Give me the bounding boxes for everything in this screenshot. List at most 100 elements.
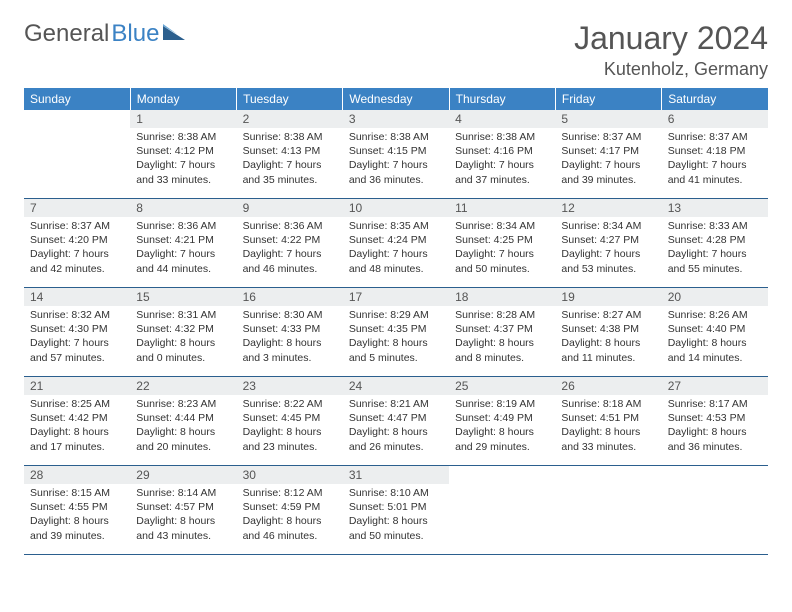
calendar-cell: 27Sunrise: 8:17 AMSunset: 4:53 PMDayligh…	[662, 377, 768, 466]
calendar-cell: 11Sunrise: 8:34 AMSunset: 4:25 PMDayligh…	[449, 199, 555, 288]
calendar-cell: 30Sunrise: 8:12 AMSunset: 4:59 PMDayligh…	[237, 466, 343, 555]
day-details: Sunrise: 8:28 AMSunset: 4:37 PMDaylight:…	[449, 306, 555, 369]
day-details: Sunrise: 8:10 AMSunset: 5:01 PMDaylight:…	[343, 484, 449, 547]
logo-text-2: Blue	[111, 20, 159, 48]
day-details: Sunrise: 8:26 AMSunset: 4:40 PMDaylight:…	[662, 306, 768, 369]
calendar-cell	[449, 466, 555, 555]
day-details: Sunrise: 8:33 AMSunset: 4:28 PMDaylight:…	[662, 217, 768, 280]
day-number: 8	[130, 199, 236, 217]
day-number: 5	[555, 110, 661, 128]
calendar-cell: 29Sunrise: 8:14 AMSunset: 4:57 PMDayligh…	[130, 466, 236, 555]
calendar-cell: 15Sunrise: 8:31 AMSunset: 4:32 PMDayligh…	[130, 288, 236, 377]
day-details: Sunrise: 8:21 AMSunset: 4:47 PMDaylight:…	[343, 395, 449, 458]
calendar-header-row: SundayMondayTuesdayWednesdayThursdayFrid…	[24, 88, 768, 110]
day-number: 10	[343, 199, 449, 217]
day-number: 7	[24, 199, 130, 217]
calendar-week-row: 14Sunrise: 8:32 AMSunset: 4:30 PMDayligh…	[24, 288, 768, 377]
calendar-cell: 10Sunrise: 8:35 AMSunset: 4:24 PMDayligh…	[343, 199, 449, 288]
day-number: 24	[343, 377, 449, 395]
day-number: 3	[343, 110, 449, 128]
day-details: Sunrise: 8:25 AMSunset: 4:42 PMDaylight:…	[24, 395, 130, 458]
day-details: Sunrise: 8:19 AMSunset: 4:49 PMDaylight:…	[449, 395, 555, 458]
day-details: Sunrise: 8:17 AMSunset: 4:53 PMDaylight:…	[662, 395, 768, 458]
day-details: Sunrise: 8:37 AMSunset: 4:17 PMDaylight:…	[555, 128, 661, 191]
calendar-cell: 6Sunrise: 8:37 AMSunset: 4:18 PMDaylight…	[662, 110, 768, 199]
weekday-header: Friday	[555, 88, 661, 110]
day-number: 31	[343, 466, 449, 484]
day-details: Sunrise: 8:18 AMSunset: 4:51 PMDaylight:…	[555, 395, 661, 458]
day-details: Sunrise: 8:37 AMSunset: 4:20 PMDaylight:…	[24, 217, 130, 280]
location-label: Kutenholz, Germany	[574, 59, 768, 80]
calendar-cell: 7Sunrise: 8:37 AMSunset: 4:20 PMDaylight…	[24, 199, 130, 288]
day-details: Sunrise: 8:38 AMSunset: 4:15 PMDaylight:…	[343, 128, 449, 191]
weekday-header: Tuesday	[237, 88, 343, 110]
calendar-cell: 24Sunrise: 8:21 AMSunset: 4:47 PMDayligh…	[343, 377, 449, 466]
day-details: Sunrise: 8:15 AMSunset: 4:55 PMDaylight:…	[24, 484, 130, 547]
day-number: 29	[130, 466, 236, 484]
day-number: 4	[449, 110, 555, 128]
weekday-header: Thursday	[449, 88, 555, 110]
day-details: Sunrise: 8:30 AMSunset: 4:33 PMDaylight:…	[237, 306, 343, 369]
calendar-cell: 23Sunrise: 8:22 AMSunset: 4:45 PMDayligh…	[237, 377, 343, 466]
calendar-cell: 1Sunrise: 8:38 AMSunset: 4:12 PMDaylight…	[130, 110, 236, 199]
day-number: 13	[662, 199, 768, 217]
day-number: 11	[449, 199, 555, 217]
month-title: January 2024	[574, 20, 768, 57]
day-number: 1	[130, 110, 236, 128]
calendar-cell	[662, 466, 768, 555]
calendar-table: SundayMondayTuesdayWednesdayThursdayFrid…	[24, 88, 768, 555]
day-number: 2	[237, 110, 343, 128]
day-number: 17	[343, 288, 449, 306]
day-number: 21	[24, 377, 130, 395]
day-details: Sunrise: 8:36 AMSunset: 4:21 PMDaylight:…	[130, 217, 236, 280]
day-number: 18	[449, 288, 555, 306]
day-details: Sunrise: 8:12 AMSunset: 4:59 PMDaylight:…	[237, 484, 343, 547]
calendar-cell: 3Sunrise: 8:38 AMSunset: 4:15 PMDaylight…	[343, 110, 449, 199]
calendar-week-row: 21Sunrise: 8:25 AMSunset: 4:42 PMDayligh…	[24, 377, 768, 466]
day-number: 26	[555, 377, 661, 395]
day-details: Sunrise: 8:29 AMSunset: 4:35 PMDaylight:…	[343, 306, 449, 369]
weekday-header: Sunday	[24, 88, 130, 110]
day-number: 28	[24, 466, 130, 484]
calendar-week-row: 1Sunrise: 8:38 AMSunset: 4:12 PMDaylight…	[24, 110, 768, 199]
weekday-header: Monday	[130, 88, 236, 110]
day-number: 12	[555, 199, 661, 217]
day-details: Sunrise: 8:38 AMSunset: 4:12 PMDaylight:…	[130, 128, 236, 191]
day-details: Sunrise: 8:38 AMSunset: 4:16 PMDaylight:…	[449, 128, 555, 191]
day-details: Sunrise: 8:38 AMSunset: 4:13 PMDaylight:…	[237, 128, 343, 191]
day-number: 9	[237, 199, 343, 217]
calendar-cell: 2Sunrise: 8:38 AMSunset: 4:13 PMDaylight…	[237, 110, 343, 199]
day-number: 6	[662, 110, 768, 128]
calendar-cell: 17Sunrise: 8:29 AMSunset: 4:35 PMDayligh…	[343, 288, 449, 377]
day-details: Sunrise: 8:34 AMSunset: 4:27 PMDaylight:…	[555, 217, 661, 280]
weekday-header: Wednesday	[343, 88, 449, 110]
day-number: 20	[662, 288, 768, 306]
day-details: Sunrise: 8:35 AMSunset: 4:24 PMDaylight:…	[343, 217, 449, 280]
calendar-body: 1Sunrise: 8:38 AMSunset: 4:12 PMDaylight…	[24, 110, 768, 555]
logo: GeneralBlue	[24, 20, 185, 48]
weekday-header: Saturday	[662, 88, 768, 110]
day-number: 23	[237, 377, 343, 395]
day-details: Sunrise: 8:31 AMSunset: 4:32 PMDaylight:…	[130, 306, 236, 369]
day-number: 22	[130, 377, 236, 395]
day-number: 15	[130, 288, 236, 306]
calendar-cell: 19Sunrise: 8:27 AMSunset: 4:38 PMDayligh…	[555, 288, 661, 377]
day-details: Sunrise: 8:14 AMSunset: 4:57 PMDaylight:…	[130, 484, 236, 547]
calendar-cell: 13Sunrise: 8:33 AMSunset: 4:28 PMDayligh…	[662, 199, 768, 288]
calendar-cell: 12Sunrise: 8:34 AMSunset: 4:27 PMDayligh…	[555, 199, 661, 288]
page-header: GeneralBlue January 2024 Kutenholz, Germ…	[24, 20, 768, 80]
logo-text-1: General	[24, 20, 109, 48]
day-number: 30	[237, 466, 343, 484]
calendar-week-row: 7Sunrise: 8:37 AMSunset: 4:20 PMDaylight…	[24, 199, 768, 288]
calendar-cell: 9Sunrise: 8:36 AMSunset: 4:22 PMDaylight…	[237, 199, 343, 288]
calendar-cell: 25Sunrise: 8:19 AMSunset: 4:49 PMDayligh…	[449, 377, 555, 466]
day-details: Sunrise: 8:27 AMSunset: 4:38 PMDaylight:…	[555, 306, 661, 369]
calendar-cell: 14Sunrise: 8:32 AMSunset: 4:30 PMDayligh…	[24, 288, 130, 377]
day-number: 27	[662, 377, 768, 395]
calendar-cell: 4Sunrise: 8:38 AMSunset: 4:16 PMDaylight…	[449, 110, 555, 199]
day-number: 19	[555, 288, 661, 306]
calendar-cell: 5Sunrise: 8:37 AMSunset: 4:17 PMDaylight…	[555, 110, 661, 199]
calendar-week-row: 28Sunrise: 8:15 AMSunset: 4:55 PMDayligh…	[24, 466, 768, 555]
calendar-cell: 20Sunrise: 8:26 AMSunset: 4:40 PMDayligh…	[662, 288, 768, 377]
calendar-cell: 21Sunrise: 8:25 AMSunset: 4:42 PMDayligh…	[24, 377, 130, 466]
